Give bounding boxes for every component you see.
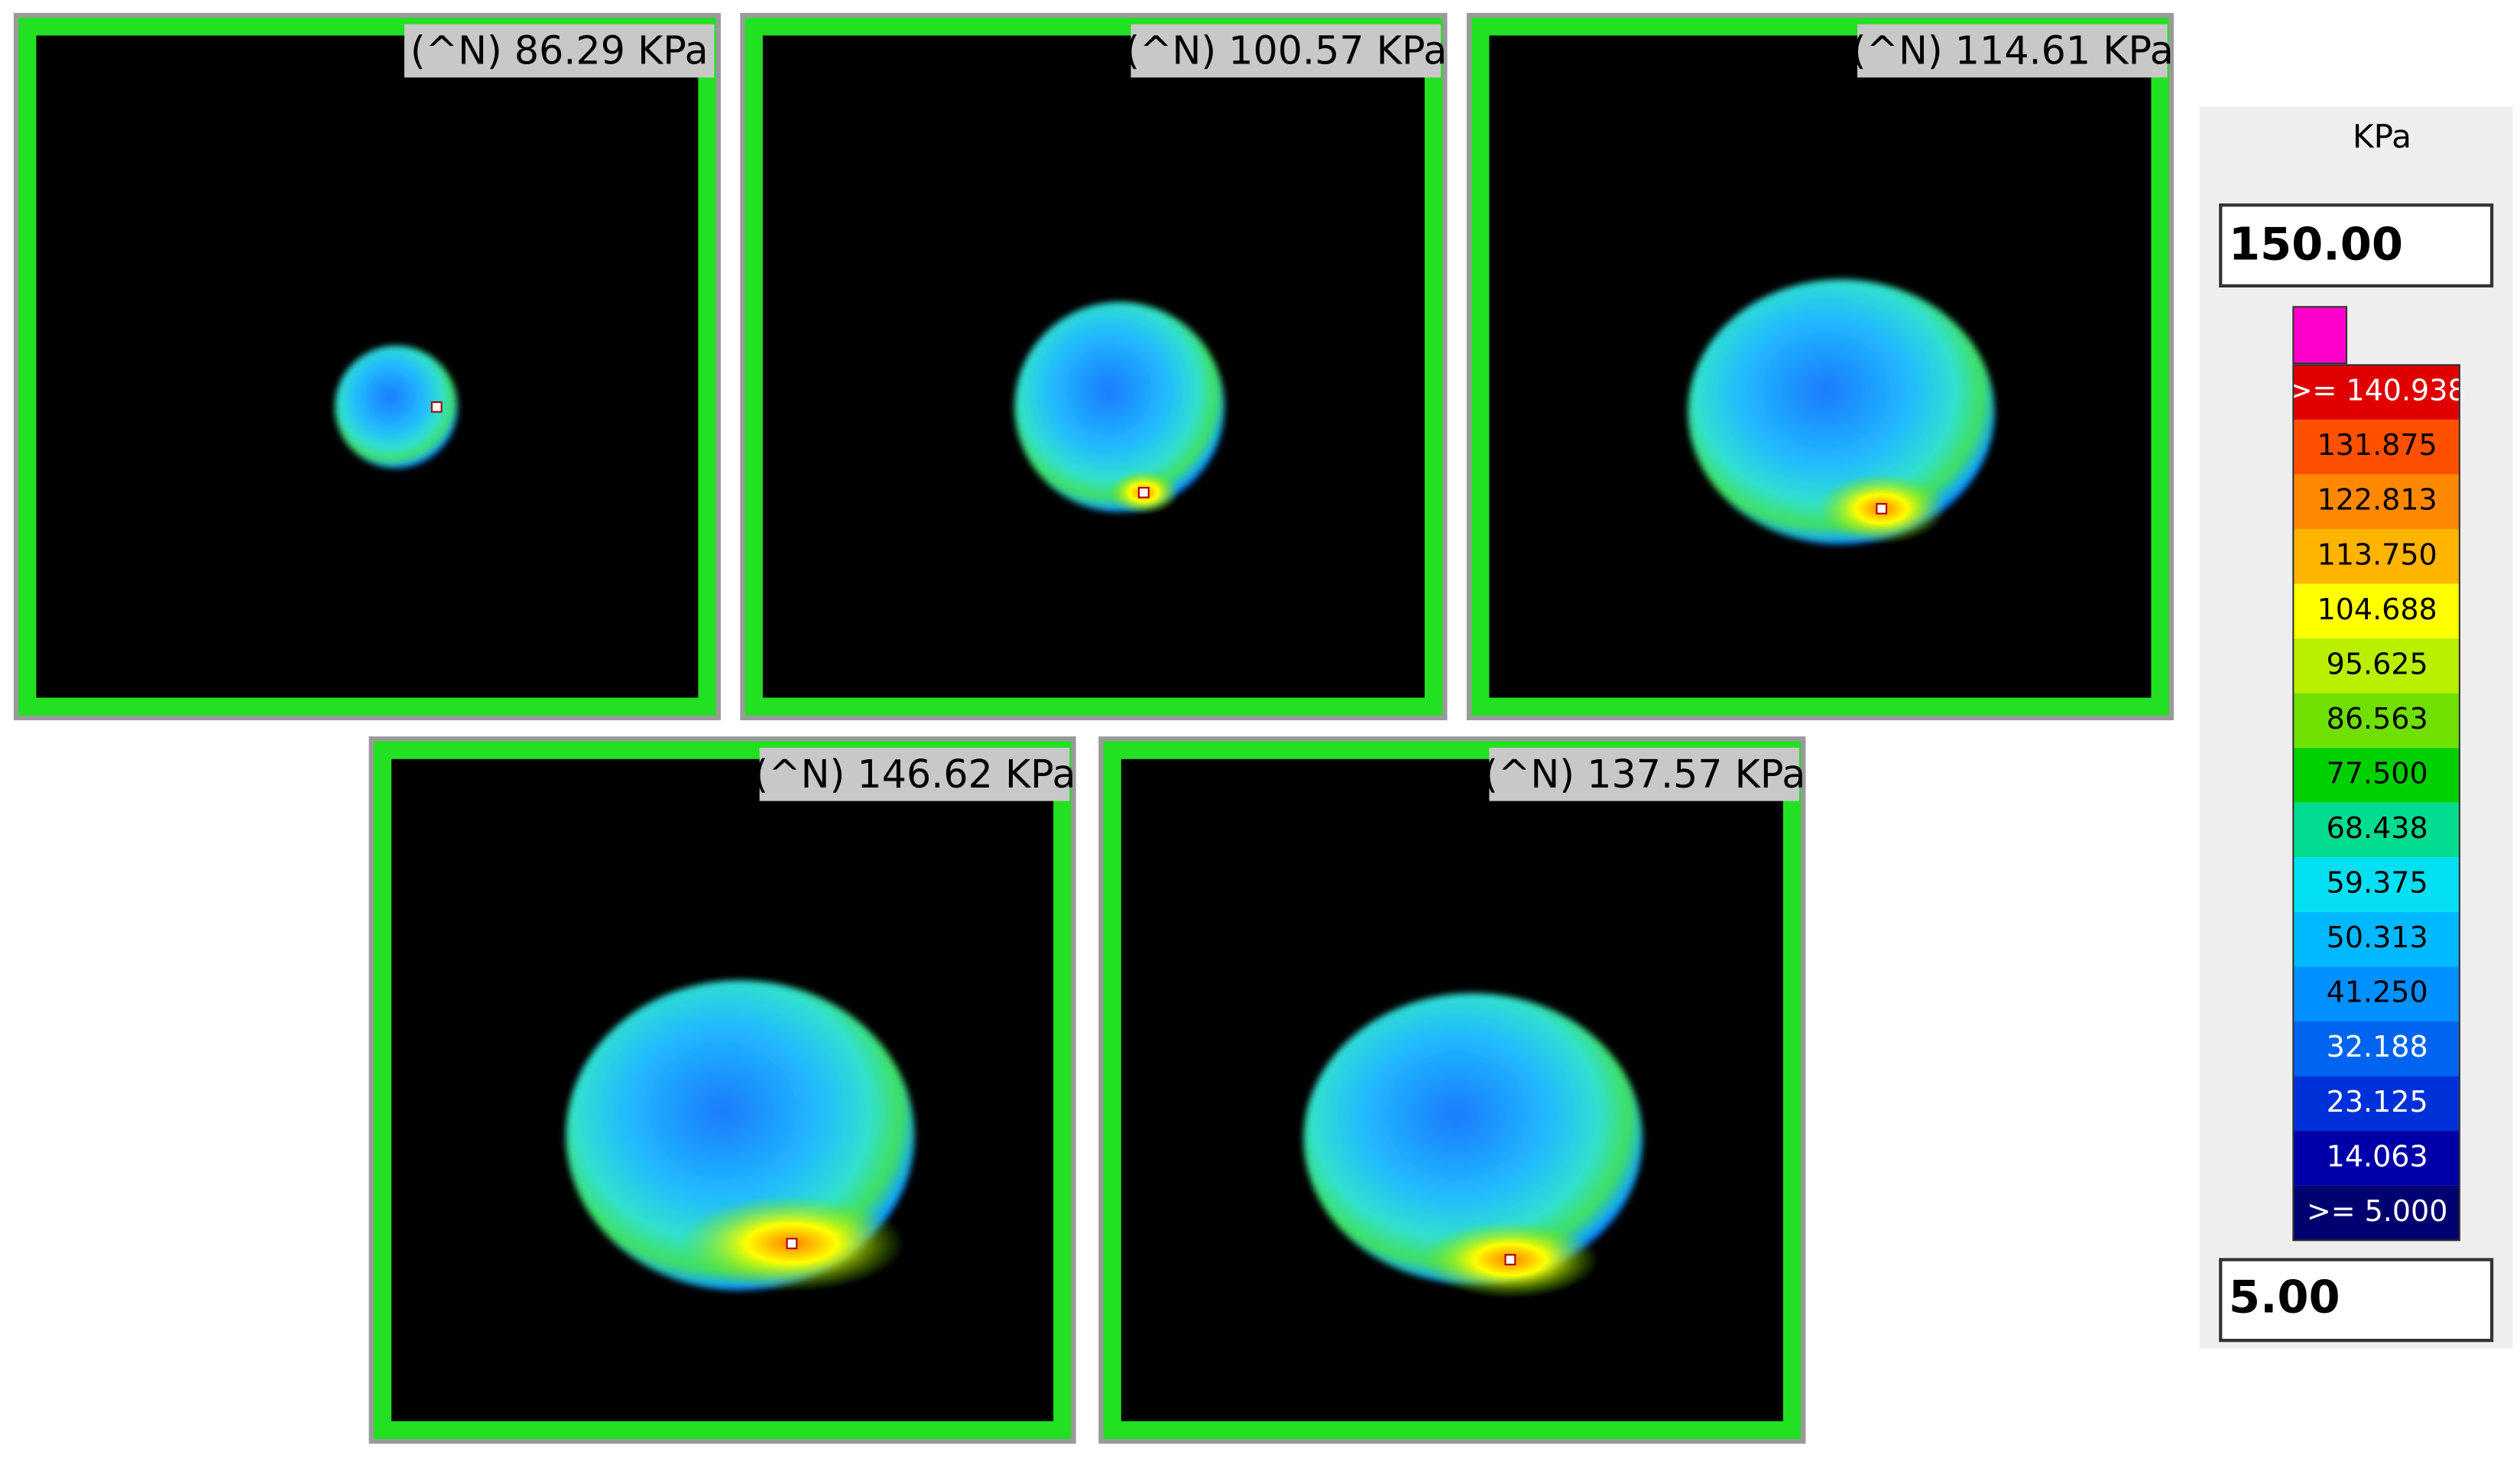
legend-bar-outline xyxy=(2292,364,2460,1242)
legend-level: 95.625 xyxy=(2327,647,2428,680)
legend-level: 50.313 xyxy=(2327,921,2428,954)
min-box xyxy=(2219,1258,2494,1343)
peak-box xyxy=(759,747,1070,801)
legend-level: 104.688 xyxy=(2317,593,2437,626)
pressure-panel: (^N) 146.62 KPa (d) xyxy=(368,736,1076,1444)
legend-swatch xyxy=(2293,419,2460,475)
peak-box xyxy=(1857,24,2168,78)
peak-box xyxy=(1489,747,1799,801)
panel-label: (a) xyxy=(89,80,180,155)
legend-swatch xyxy=(2293,693,2460,749)
legend-swatch xyxy=(2293,857,2460,912)
legend-swatch xyxy=(2293,474,2460,530)
peak-marker xyxy=(430,401,443,413)
legend-swatch xyxy=(2293,583,2460,639)
legend-swatch xyxy=(2293,1131,2460,1186)
legend-level: 86.563 xyxy=(2327,702,2428,736)
peak-marker xyxy=(1504,1254,1516,1265)
peak-reading: (^N) 100.57 KPa xyxy=(1124,28,1447,73)
pressure-panel: (^N) 137.57 KPa (e) xyxy=(1098,736,1806,1444)
peak-box xyxy=(404,24,715,78)
pressure-blob xyxy=(1303,993,1643,1284)
legend-level: 113.750 xyxy=(2317,538,2437,571)
legend-unit: KPa xyxy=(2353,118,2411,155)
legend-level: 23.125 xyxy=(2327,1085,2428,1119)
legend-swatch xyxy=(2293,1185,2460,1241)
legend-swatch xyxy=(2293,638,2460,693)
legend-swatch xyxy=(2293,748,2460,803)
panel-label: (d) xyxy=(445,804,537,879)
peak-reading: (^N) 137.57 KPa xyxy=(1483,752,1805,797)
max-box xyxy=(2219,203,2494,287)
pressure-blob xyxy=(1688,279,1995,544)
peak-marker xyxy=(1876,502,1888,515)
legend-swatch xyxy=(2293,365,2460,420)
legend-swatch xyxy=(2293,802,2460,858)
legend-level: >= 140.938 xyxy=(2288,374,2466,408)
legend-swatch xyxy=(2293,966,2460,1021)
legend-swatch xyxy=(2293,911,2460,967)
over-range-swatch xyxy=(2292,306,2348,365)
legend-swatch xyxy=(2293,529,2460,584)
legend-swatch xyxy=(2293,1076,2460,1132)
peak-reading: (^N) 146.62 KPa xyxy=(753,752,1075,797)
panel-label: (c) xyxy=(1542,80,1628,155)
pressure-blob xyxy=(335,346,458,469)
legend-level: >= 5.000 xyxy=(2307,1194,2448,1228)
legend-level: 32.188 xyxy=(2327,1030,2428,1064)
legend-level: 131.875 xyxy=(2317,428,2437,462)
legend-swatch xyxy=(2293,1021,2460,1077)
peak-marker xyxy=(1138,486,1150,499)
pressure-panel: (^N) 100.57 KPa (b) xyxy=(740,12,1448,721)
legend-min: 5.00 xyxy=(2229,1270,2340,1323)
pressure-panel: (^N) 86.29 KPa (a) xyxy=(13,12,722,721)
legend-level: 122.813 xyxy=(2317,483,2437,517)
legend-max: 150.00 xyxy=(2229,217,2403,270)
panel-label: (e) xyxy=(1175,804,1265,879)
legend-level: 41.250 xyxy=(2327,976,2428,1009)
peak-reading: (^N) 86.29 KPa xyxy=(410,28,709,73)
legend-level: 59.375 xyxy=(2327,866,2428,900)
pressure-blob xyxy=(1014,301,1225,512)
legend-level: 77.500 xyxy=(2327,756,2428,790)
panel-label: (b) xyxy=(816,80,908,155)
peak-box xyxy=(1130,24,1442,78)
peak-reading: (^N) 114.61 KPa xyxy=(1851,28,2174,73)
pressure-panel: (^N) 114.61 KPa (c) xyxy=(1466,12,2175,721)
legend-level: 68.438 xyxy=(2327,811,2428,845)
legend-level: 14.063 xyxy=(2327,1139,2428,1173)
peak-marker xyxy=(786,1238,798,1249)
